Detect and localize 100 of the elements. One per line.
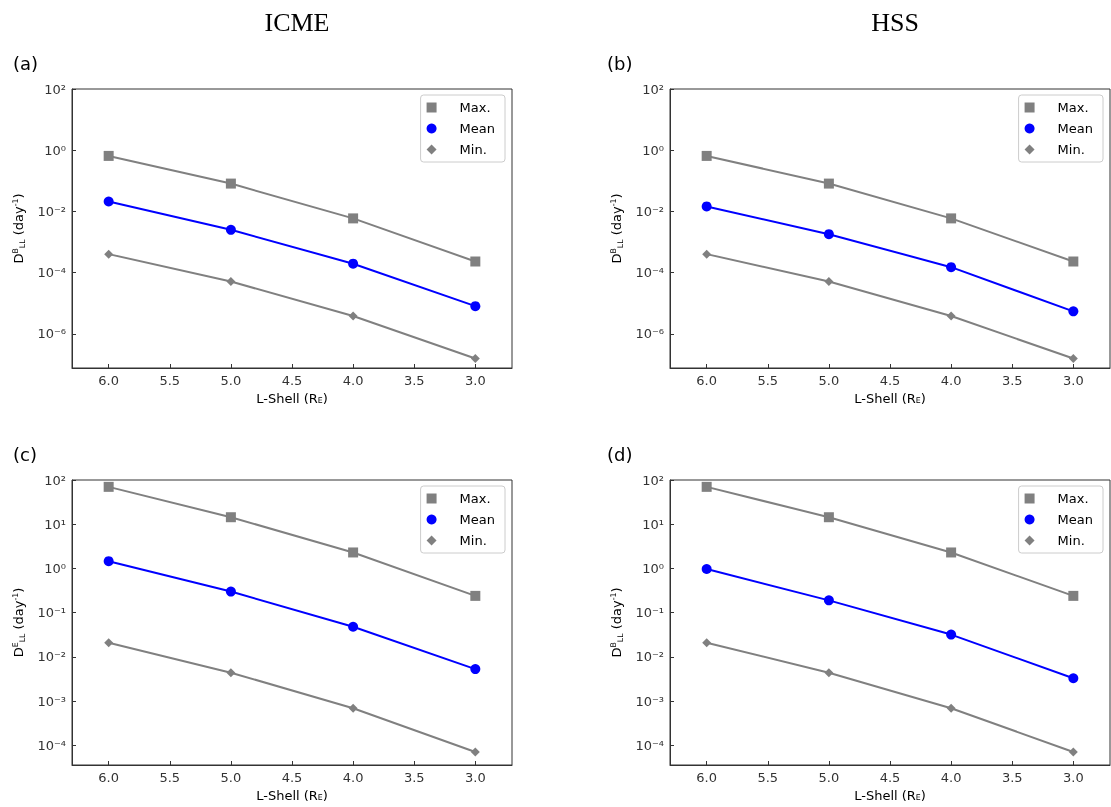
point (823, 595, 834, 606)
chart-subtitle: (a) (13, 52, 39, 74)
point (470, 256, 481, 267)
point (1068, 306, 1079, 317)
x-tick-label: 5.0 (220, 770, 242, 785)
x-tick-label: 5.0 (818, 770, 840, 785)
point (103, 556, 114, 567)
x-tick-label: 3.0 (1062, 373, 1084, 388)
point (470, 747, 480, 757)
point (348, 547, 359, 558)
point (225, 586, 236, 597)
y-tick-label: 10⁻⁴ (635, 265, 664, 281)
point (946, 629, 957, 640)
point (225, 178, 236, 189)
x-tick-label: 4.5 (879, 373, 901, 388)
point (946, 311, 956, 321)
point (823, 178, 834, 189)
y-tick-label: 10⁻² (635, 649, 664, 665)
x-tick-label: 4.0 (940, 373, 962, 388)
point (946, 547, 957, 558)
point (348, 258, 359, 269)
y-tick-label: 10⁻² (635, 203, 664, 219)
point (1068, 747, 1078, 757)
point (104, 249, 114, 259)
y-tick-label: 10⁻⁴ (37, 265, 66, 281)
x-tick-label: 3.5 (403, 770, 425, 785)
point (348, 311, 358, 321)
x-tick-label: 3.0 (1062, 770, 1084, 785)
x-tick-label: 4.0 (342, 770, 364, 785)
x-tick-label: 5.0 (818, 373, 840, 388)
chart-title: ICME (264, 7, 330, 37)
x-tick-label: 6.0 (98, 770, 120, 785)
point (348, 703, 358, 713)
chart-subtitle: (d) (607, 443, 633, 465)
point (701, 481, 712, 492)
y-tick-label: 10² (642, 81, 664, 97)
point (824, 277, 834, 287)
y-tick-label: 10⁻⁶ (37, 326, 66, 342)
point (226, 668, 236, 678)
legend-label: Mean (1057, 121, 1093, 136)
y-tick-label: 10⁻³ (635, 693, 664, 709)
x-tick-label: 5.0 (220, 373, 242, 388)
point (946, 213, 957, 224)
point (348, 213, 359, 224)
legend-label: Mean (459, 121, 495, 136)
y-tick-label: 10² (642, 472, 664, 488)
chart-title: HSS (871, 7, 919, 37)
legend-label: Max. (459, 491, 491, 506)
point (701, 150, 712, 161)
legend-label: Max. (459, 100, 491, 115)
point (470, 354, 480, 364)
y-tick-label: 10⁻⁶ (635, 326, 664, 342)
point (225, 512, 236, 523)
x-tick-label: 6.0 (696, 770, 718, 785)
legend-label: Min. (459, 533, 487, 548)
x-tick-label: 6.0 (696, 373, 718, 388)
y-tick-label: 10⁻¹ (635, 605, 664, 621)
point (1068, 354, 1078, 364)
point (348, 621, 359, 632)
point (470, 590, 481, 601)
legend-label: Mean (459, 512, 495, 527)
x-tick-label: 3.5 (1001, 770, 1023, 785)
legend-label: Min. (459, 142, 487, 157)
legend-label: Max. (1057, 491, 1089, 506)
point (702, 638, 712, 648)
point (946, 262, 957, 273)
x-tick-label: 3.0 (464, 770, 486, 785)
point (103, 481, 114, 492)
x-tick-label: 4.0 (342, 373, 364, 388)
y-tick-label: 10⁻³ (37, 693, 66, 709)
point (470, 301, 481, 312)
x-tick-label: 3.5 (403, 373, 425, 388)
legend-label: Min. (1057, 142, 1085, 157)
point (1068, 590, 1079, 601)
x-tick-label: 4.5 (879, 770, 901, 785)
y-tick-label: 10⁰ (44, 560, 66, 576)
chart-subtitle: (b) (607, 52, 633, 74)
legend-label: Max. (1057, 100, 1089, 115)
x-tick-label: 4.5 (281, 373, 303, 388)
y-tick-label: 10¹ (44, 516, 66, 532)
x-tick-label: 5.5 (757, 373, 779, 388)
y-tick-label: 10² (44, 81, 66, 97)
x-tick-label: 5.5 (757, 770, 779, 785)
y-tick-label: 10⁻⁴ (37, 737, 66, 753)
point (702, 249, 712, 259)
point (1068, 256, 1079, 267)
point (946, 703, 956, 713)
point (225, 224, 236, 235)
point (701, 201, 712, 212)
point (823, 512, 834, 523)
x-tick-label: 3.5 (1001, 373, 1023, 388)
x-tick-label: 4.5 (281, 770, 303, 785)
y-tick-label: 10⁰ (44, 142, 66, 158)
y-tick-label: 10⁻² (37, 649, 66, 665)
x-tick-label: 5.5 (159, 770, 181, 785)
x-tick-label: 3.0 (464, 373, 486, 388)
point (104, 638, 114, 648)
x-tick-label: 5.5 (159, 373, 181, 388)
legend-label: Min. (1057, 533, 1085, 548)
point (103, 196, 114, 207)
